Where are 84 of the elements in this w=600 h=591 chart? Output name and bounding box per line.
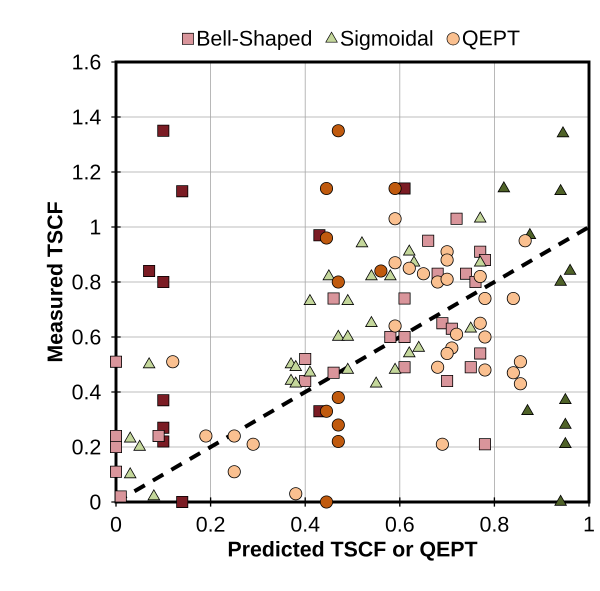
point (299, 352, 312, 365)
point (388, 182, 402, 196)
x-tick-label: 0.8 (480, 516, 508, 532)
x-tick-label: 1 (584, 516, 594, 532)
y-tick-label: 0.6 (72, 329, 100, 345)
point (320, 231, 334, 245)
point (110, 466, 122, 478)
legend-label: QEPT (462, 30, 520, 50)
point (320, 404, 334, 418)
point (478, 330, 492, 344)
point (246, 438, 260, 451)
y-tick-label: 1.4 (73, 110, 101, 124)
y-tick-label: 1.2 (73, 164, 100, 180)
point (176, 185, 188, 198)
point (228, 465, 241, 478)
point (332, 124, 345, 138)
point (388, 256, 402, 270)
y-axis-title: Measured TSCF (46, 202, 62, 362)
point (332, 418, 345, 432)
y-tick-label: 0 (90, 494, 100, 510)
point (514, 355, 527, 368)
point (514, 377, 527, 390)
point (388, 212, 402, 226)
point (289, 487, 302, 500)
y-tick-label: 0.8 (72, 274, 100, 290)
point (478, 363, 492, 377)
point (328, 366, 340, 379)
point (110, 430, 122, 442)
x-tick-label: 0 (110, 516, 122, 532)
point (478, 438, 491, 450)
legend-label: Bell-Shaped (198, 30, 312, 50)
point (464, 361, 477, 374)
point (110, 440, 122, 453)
point (110, 356, 122, 368)
point (474, 316, 487, 330)
x-tick-label: 0.4 (291, 516, 320, 532)
point (398, 292, 411, 304)
point (320, 495, 334, 509)
point (384, 330, 396, 343)
point (402, 262, 416, 275)
point (176, 496, 188, 508)
point (431, 360, 444, 374)
point (114, 490, 127, 502)
point (228, 429, 241, 443)
point (398, 361, 411, 374)
point (332, 434, 345, 448)
point (506, 366, 520, 380)
point (157, 394, 170, 406)
point (474, 347, 486, 360)
point (332, 275, 345, 289)
point (422, 234, 434, 247)
point (474, 270, 487, 284)
point (450, 328, 464, 341)
point (166, 355, 180, 368)
x-axis-title: Predicted TSCF or QEPT (228, 540, 478, 561)
point (460, 268, 472, 280)
point (416, 267, 430, 280)
point (152, 430, 165, 442)
point (157, 276, 170, 288)
x-tick-label: 0.2 (196, 516, 224, 532)
point (436, 438, 449, 451)
point (440, 346, 454, 360)
point (157, 124, 170, 137)
point (440, 253, 454, 267)
point (478, 292, 492, 306)
y-tick-label: 0.2 (72, 439, 100, 455)
y-tick-label: 1 (91, 220, 100, 234)
point (398, 330, 411, 343)
point (506, 292, 520, 306)
point (450, 212, 463, 225)
point (332, 390, 345, 404)
point (320, 182, 334, 196)
legend-label: Sigmoidal (340, 30, 432, 50)
y-tick-label: 1.6 (73, 54, 100, 70)
point (440, 272, 454, 286)
point (328, 292, 340, 304)
x-tick-label: 0.6 (386, 516, 414, 532)
point (388, 319, 402, 333)
point (143, 264, 156, 277)
y-tick-label: 0.4 (72, 384, 101, 400)
point (441, 374, 454, 387)
point (374, 264, 388, 278)
point (518, 234, 532, 248)
point (199, 429, 212, 443)
